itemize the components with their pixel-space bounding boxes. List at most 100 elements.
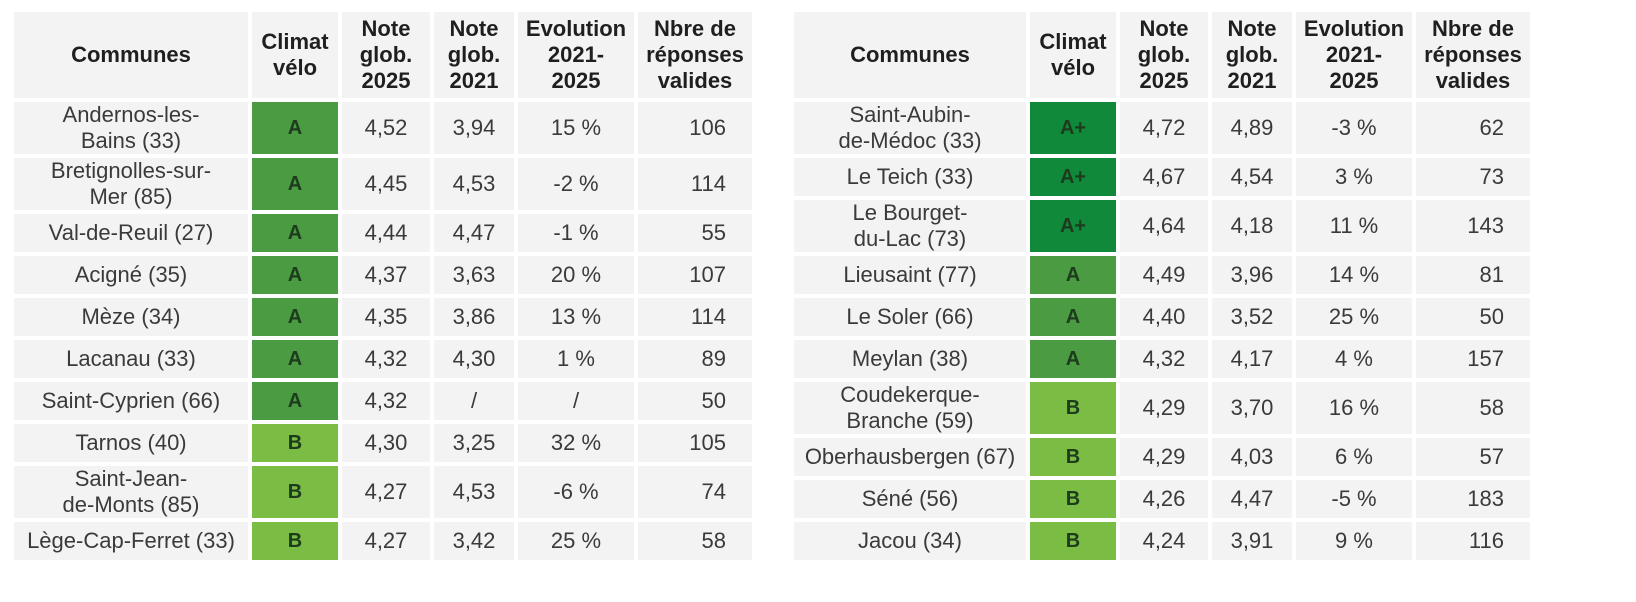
- evolution-cell: 20 %: [518, 256, 634, 294]
- note-2021-cell: 3,70: [1212, 382, 1292, 434]
- reponses-cell: 50: [638, 382, 752, 420]
- table-row: Lacanau (33) A 4,32 4,30 1 % 89: [14, 340, 752, 378]
- note-2021-cell: 3,52: [1212, 298, 1292, 336]
- evolution-cell: 14 %: [1296, 256, 1412, 294]
- table-row: Acigné (35) A 4,37 3,63 20 % 107: [14, 256, 752, 294]
- header-reponses: Nbre de réponses valides: [638, 12, 752, 98]
- evolution-cell: 25 %: [518, 522, 634, 560]
- climat-velo-grade: B: [252, 466, 338, 518]
- table-row: Saint-Cyprien (66) A 4,32//50: [14, 382, 752, 420]
- evolution-cell: 3 %: [1296, 158, 1412, 196]
- table-row: Andernos-les- Bains (33) A 4,52 3,94 15 % 106: [14, 102, 752, 154]
- note-2025-cell: 4,45: [342, 158, 430, 210]
- climat-velo-grade: B: [1030, 522, 1116, 560]
- commune-cell: Meylan (38): [794, 340, 1026, 378]
- reponses-cell: 106: [638, 102, 752, 154]
- commune-cell: Saint-Cyprien (66): [14, 382, 248, 420]
- note-2025-cell: 4,29: [1120, 438, 1208, 476]
- table-row: Meylan (38) A 4,32 4,17 4 % 157: [794, 340, 1530, 378]
- header-evolution: Evolution 2021- 2025: [518, 12, 634, 98]
- ranking-table-right: Communes Climat vélo Note glob. 2025 Note gl…: [790, 8, 1534, 564]
- climat-velo-grade: A: [252, 214, 338, 252]
- note-2025-cell: 4,37: [342, 256, 430, 294]
- ranking-table-left: Communes Climat vélo Note glob. 2025 Note gl…: [10, 8, 756, 564]
- table-row: Le Bourget-du-Lac (73) A+ 4,64 4,18 11 % 143: [794, 200, 1530, 252]
- header-note-2025: Note glob. 2025: [1120, 12, 1208, 98]
- header-climat-velo: Climat vélo: [1030, 12, 1116, 98]
- evolution-cell: 9 %: [1296, 522, 1412, 560]
- evolution-cell: -5 %: [1296, 480, 1412, 518]
- note-2021-cell: 4,54: [1212, 158, 1292, 196]
- commune-cell: Lège-Cap-Ferret (33): [14, 522, 248, 560]
- tables-container: Communes Climat vélo Note glob. 2025 Note gl…: [14, 12, 1530, 560]
- table-header-row: Communes Climat vélo Note glob. 2025 Note gl…: [14, 12, 752, 98]
- evolution-cell: -6 %: [518, 466, 634, 518]
- note-2021-cell: 4,03: [1212, 438, 1292, 476]
- evolution-cell: 16 %: [1296, 382, 1412, 434]
- evolution-cell: 13 %: [518, 298, 634, 336]
- note-2025-cell: 4,32: [342, 340, 430, 378]
- evolution-cell: /: [518, 382, 634, 420]
- evolution-cell: -1 %: [518, 214, 634, 252]
- note-2025-cell: 4,32: [342, 382, 430, 420]
- commune-cell: Andernos-les- Bains (33): [14, 102, 248, 154]
- note-2025-cell: 4,35: [342, 298, 430, 336]
- note-2021-cell: 4,89: [1212, 102, 1292, 154]
- evolution-cell: 1 %: [518, 340, 634, 378]
- note-2025-cell: 4,24: [1120, 522, 1208, 560]
- evolution-cell: -2 %: [518, 158, 634, 210]
- table-row: Lège-Cap-Ferret (33) B 4,27 3,42 25 % 58: [14, 522, 752, 560]
- reponses-cell: 81: [1416, 256, 1530, 294]
- note-2021-cell: 3,91: [1212, 522, 1292, 560]
- note-2021-cell: 3,94: [434, 102, 514, 154]
- commune-cell: Acigné (35): [14, 256, 248, 294]
- reponses-cell: 105: [638, 424, 752, 462]
- note-2025-cell: 4,64: [1120, 200, 1208, 252]
- climat-velo-grade: A+: [1030, 158, 1116, 196]
- reponses-cell: 89: [638, 340, 752, 378]
- note-2025-cell: 4,44: [342, 214, 430, 252]
- commune-cell: Val-de-Reuil (27): [14, 214, 248, 252]
- note-2021-cell: 3,86: [434, 298, 514, 336]
- table-row: Le Teich (33) A+ 4,67 4,54 3 % 73: [794, 158, 1530, 196]
- evolution-cell: 15 %: [518, 102, 634, 154]
- reponses-cell: 157: [1416, 340, 1530, 378]
- header-evolution: Evolution 2021- 2025: [1296, 12, 1412, 98]
- reponses-cell: 50: [1416, 298, 1530, 336]
- note-2021-cell: 4,30: [434, 340, 514, 378]
- note-2021-cell: 4,53: [434, 158, 514, 210]
- header-note-2021: Note glob. 2021: [1212, 12, 1292, 98]
- note-2025-cell: 4,49: [1120, 256, 1208, 294]
- climat-velo-grade: A: [1030, 298, 1116, 336]
- climat-velo-grade: B: [252, 424, 338, 462]
- climat-velo-grade: A+: [1030, 200, 1116, 252]
- climat-velo-grade: A: [1030, 340, 1116, 378]
- note-2025-cell: 4,27: [342, 522, 430, 560]
- table-row: Le Soler (66) A 4,40 3,52 25 % 50: [794, 298, 1530, 336]
- commune-cell: Saint-Jean-de-Monts (85): [14, 466, 248, 518]
- table-row: Saint-Aubin-de-Médoc (33) A+ 4,72 4,89 -3 % 6…: [794, 102, 1530, 154]
- note-2025-cell: 4,27: [342, 466, 430, 518]
- note-2021-cell: 4,47: [1212, 480, 1292, 518]
- climat-velo-grade: B: [1030, 382, 1116, 434]
- climat-velo-grade: A: [1030, 256, 1116, 294]
- table-row: Jacou (34) B 4,24 3,91 9 % 116: [794, 522, 1530, 560]
- commune-cell: Le Teich (33): [794, 158, 1026, 196]
- note-2021-cell: /: [434, 382, 514, 420]
- commune-cell: Le Soler (66): [794, 298, 1026, 336]
- note-2021-cell: 4,17: [1212, 340, 1292, 378]
- climat-velo-grade: A+: [1030, 102, 1116, 154]
- table-row: Saint-Jean-de-Monts (85) B 4,27 4,53 -6 % 74: [14, 466, 752, 518]
- table-row: Coudekerque- Branche (59) B 4,29 3,70 16 % 58: [794, 382, 1530, 434]
- note-2021-cell: 3,42: [434, 522, 514, 560]
- commune-cell: Jacou (34): [794, 522, 1026, 560]
- note-2025-cell: 4,40: [1120, 298, 1208, 336]
- evolution-cell: -3 %: [1296, 102, 1412, 154]
- climat-velo-grade: A: [252, 382, 338, 420]
- reponses-cell: 114: [638, 158, 752, 210]
- table-row: Séné (56) B 4,26 4,47 -5 % 183: [794, 480, 1530, 518]
- climat-velo-grade: A: [252, 102, 338, 154]
- evolution-cell: 32 %: [518, 424, 634, 462]
- reponses-cell: 58: [638, 522, 752, 560]
- commune-cell: Tarnos (40): [14, 424, 248, 462]
